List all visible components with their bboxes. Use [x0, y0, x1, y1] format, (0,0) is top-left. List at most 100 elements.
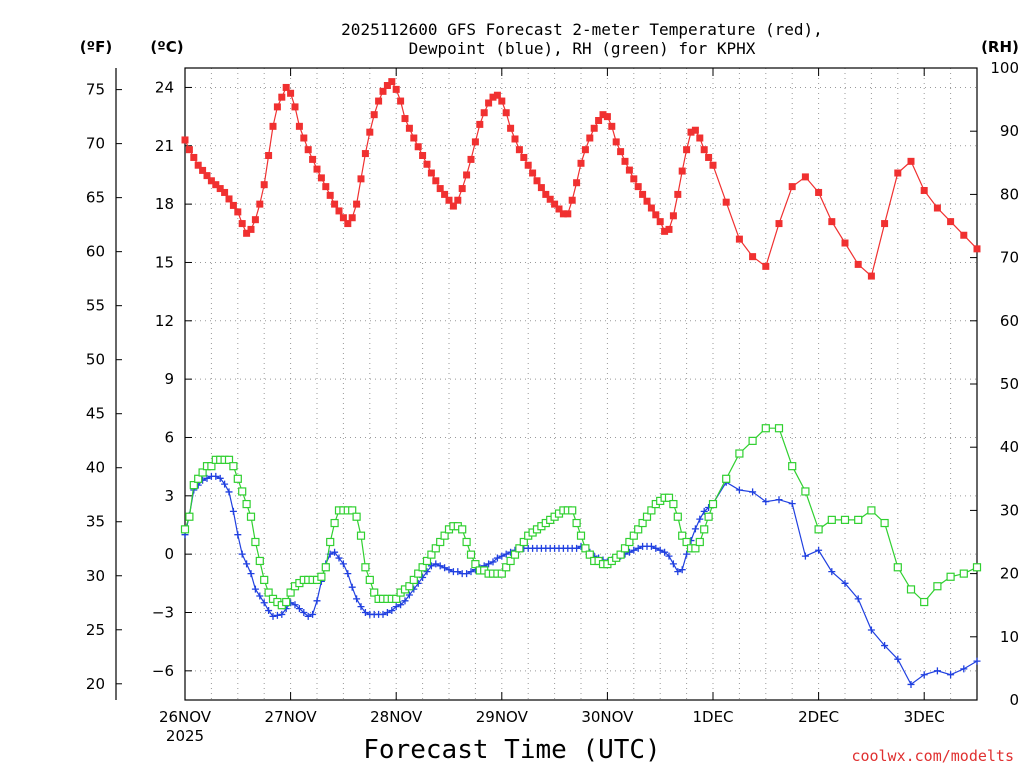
rh-point — [568, 506, 577, 515]
temperature-point — [881, 220, 889, 228]
rh-point — [946, 572, 955, 581]
temperature-point — [260, 181, 268, 189]
dewpoint-point — [203, 474, 211, 482]
temperature-point — [687, 128, 695, 136]
temperature-point — [309, 155, 317, 163]
rh-point — [431, 544, 440, 553]
dewpoint-point — [401, 597, 409, 605]
temperature-point — [436, 185, 444, 193]
temperature-point — [515, 146, 523, 154]
rh-point — [735, 449, 744, 458]
rh-tick-label: 100 — [990, 59, 1019, 77]
temperature-point — [634, 183, 642, 191]
celsius-tick-label: 21 — [155, 137, 174, 155]
celsius-tick-label: −3 — [152, 603, 174, 621]
rh-point — [867, 506, 876, 515]
dewpoint-point — [700, 507, 708, 515]
x-tick-label: 28NOV — [370, 708, 423, 726]
temperature-point — [313, 165, 321, 173]
temperature-point — [432, 177, 440, 185]
rh-point — [647, 506, 656, 515]
celsius-tick-label: 9 — [164, 370, 174, 388]
rh-point — [194, 474, 203, 483]
fahrenheit-tick-label: 75 — [86, 81, 105, 99]
dewpoint-point — [379, 610, 387, 618]
temperature-point — [507, 124, 515, 132]
temperature-point — [234, 208, 242, 216]
fahrenheit-tick-label: 50 — [86, 351, 105, 369]
temperature-point — [775, 220, 783, 228]
rh-point — [405, 582, 414, 591]
rh-point — [682, 537, 691, 547]
rh-point — [180, 525, 190, 534]
fahrenheit-tick-label: 30 — [86, 567, 105, 585]
rh-point — [251, 537, 260, 547]
rh-point — [189, 481, 198, 490]
dewpoint-point — [749, 488, 757, 496]
dewpoint-point — [762, 498, 770, 506]
rh-point — [642, 512, 652, 521]
temperature-point — [762, 262, 770, 270]
rh-point — [361, 563, 370, 572]
temperature-point — [194, 161, 202, 169]
fahrenheit-tick-label: 25 — [86, 621, 105, 639]
rh-tick-label: 60 — [1000, 312, 1019, 330]
rh-point — [317, 572, 326, 581]
temperature-point — [647, 204, 655, 212]
temperature-point — [973, 245, 981, 253]
temperature-point — [471, 138, 479, 146]
dewpoint-point — [405, 591, 413, 599]
temperature-point — [828, 218, 836, 226]
temperature-point — [449, 202, 457, 210]
temperature-point — [705, 153, 713, 161]
temperature-point — [414, 143, 422, 151]
temperature-point — [322, 183, 330, 191]
chart-subtitle: Dewpoint (blue), RH (green) for KPHX — [409, 39, 756, 58]
rh-point — [348, 506, 357, 515]
rh-point — [691, 544, 700, 553]
fahrenheit-tick-label: 40 — [86, 459, 105, 477]
temperature-point — [520, 153, 528, 161]
temperature-point — [225, 195, 233, 203]
rh-point — [198, 468, 207, 477]
rh-point — [246, 512, 256, 521]
rh-tick-label: 30 — [1000, 501, 1019, 519]
rh-point — [678, 531, 687, 540]
dewpoint-point — [674, 568, 682, 576]
fahrenheit-unit-label: (ºF) — [80, 38, 112, 56]
temperature-point — [617, 148, 625, 156]
rh-point — [440, 531, 449, 540]
rh-point — [356, 531, 366, 540]
rh-point — [761, 424, 770, 433]
rh-point — [330, 518, 339, 528]
temperature-point — [467, 155, 475, 163]
temperature-point — [907, 157, 915, 165]
temperature-point — [357, 175, 365, 183]
temperature-point — [441, 190, 449, 198]
dewpoint-point — [920, 671, 928, 679]
temperature-point — [665, 225, 673, 233]
rh-point — [827, 515, 836, 524]
dewpoint-point — [216, 474, 224, 482]
rh-point — [392, 594, 401, 603]
dewpoint-point — [485, 560, 493, 568]
rh-point — [959, 569, 968, 578]
temperature-point — [243, 229, 251, 237]
temperature-point — [709, 161, 717, 169]
temperature-point — [463, 171, 471, 179]
dewpoint-point — [238, 550, 246, 558]
dewpoint-point — [273, 611, 281, 619]
temperature-point — [304, 146, 312, 154]
rh-point — [920, 597, 929, 607]
rh-point — [370, 588, 379, 597]
temperature-point — [788, 183, 796, 191]
temperature-point — [621, 157, 629, 165]
temperature-point — [559, 210, 567, 218]
rh-point — [638, 518, 647, 528]
rh-point — [880, 518, 889, 528]
rh-point — [788, 462, 797, 471]
temperature-point — [498, 97, 506, 105]
temperature-point — [181, 136, 189, 144]
rh-point — [502, 563, 511, 572]
rh-point — [893, 563, 902, 572]
